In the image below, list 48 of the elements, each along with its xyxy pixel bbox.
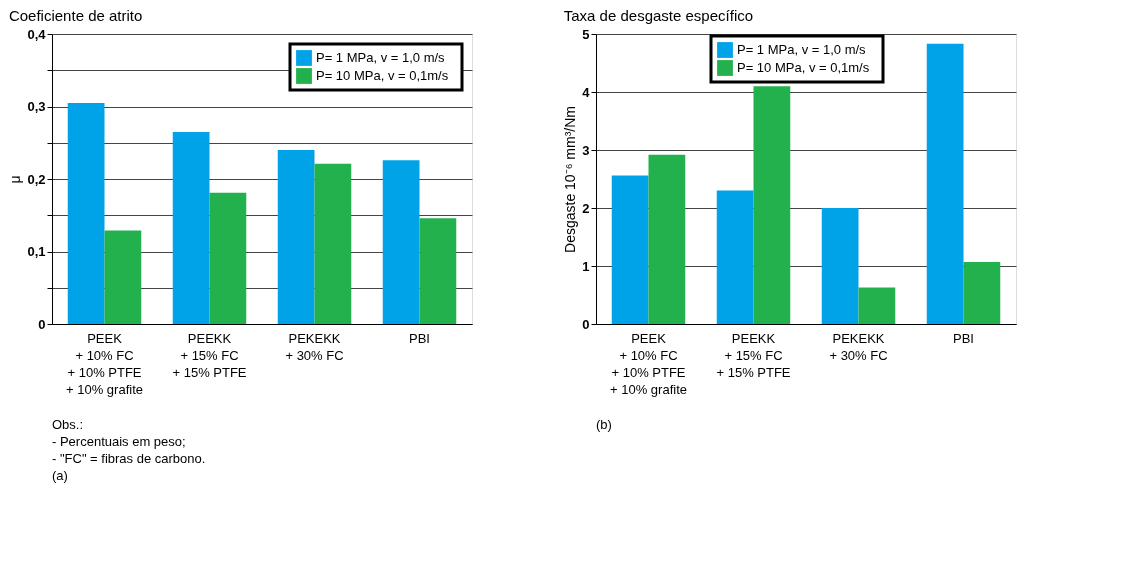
bar xyxy=(858,287,896,324)
y-tick-label: 0 xyxy=(38,316,46,332)
text: - Percentuais em peso; xyxy=(52,434,186,449)
y-tick-label: 0,1 xyxy=(27,244,46,259)
legend-label: P= 10 MPa, v = 0,1m/s xyxy=(737,60,870,75)
bar xyxy=(753,86,791,324)
y-tick-label: 5 xyxy=(582,26,590,42)
y-tick-label: 0,3 xyxy=(27,99,46,114)
bar xyxy=(172,131,210,324)
bar xyxy=(611,175,649,324)
bar xyxy=(648,154,686,324)
y-tick-label: 0,4 xyxy=(27,26,47,42)
x-tick-label: PEEK + 10% FC + 10% PTFE + 10% grafite xyxy=(66,330,143,397)
x-tick-label: PEEKK + 15% FC + 15% PTFE xyxy=(172,330,247,380)
chart-title: Coeficiente de atrito xyxy=(8,7,143,24)
y-axis-title: Desgaste 10⁻⁶ mm³/Nm xyxy=(562,106,579,253)
text: Obs.: xyxy=(52,417,84,432)
x-tick-label: PEKEKK + 30% FC xyxy=(285,330,344,363)
x-tick-label: PEEKK + 15% FC + 15% PTFE xyxy=(716,330,791,380)
y-tick-label: 4 xyxy=(582,84,591,100)
bar xyxy=(382,160,420,324)
bar xyxy=(926,43,964,324)
text: - "FC" = fibras de carbono. xyxy=(52,451,206,466)
bar xyxy=(716,190,754,324)
x-tick-label: PBI xyxy=(953,330,974,346)
legend-label: P= 1 MPa, v = 1,0 m/s xyxy=(316,50,446,65)
legend-label: P= 1 MPa, v = 1,0 m/s xyxy=(737,42,867,57)
y-tick-label: 1 xyxy=(582,258,590,274)
legend-label: P= 10 MPa, v = 0,1m/s xyxy=(316,68,449,83)
text: (a) xyxy=(52,468,68,483)
y-tick-label: 0 xyxy=(582,316,590,332)
bar xyxy=(821,208,859,324)
y-axis-title: μ xyxy=(7,175,24,184)
x-tick-label: PBI xyxy=(409,330,430,346)
y-tick-label: 3 xyxy=(582,142,590,158)
bar xyxy=(67,102,105,324)
bar xyxy=(314,163,352,324)
bar xyxy=(277,150,315,324)
x-tick-label: PEKEKK + 30% FC xyxy=(829,330,888,363)
chart-title: Taxa de desgaste específico xyxy=(563,7,754,24)
bar xyxy=(209,192,247,324)
text: (b) xyxy=(596,417,612,432)
y-tick-label: 2 xyxy=(582,200,590,216)
bar xyxy=(963,261,1001,324)
x-tick-label: PEEK + 10% FC + 10% PTFE + 10% grafite xyxy=(610,330,687,397)
y-tick-label: 0,2 xyxy=(27,171,46,187)
bar xyxy=(104,230,142,324)
bar xyxy=(419,218,457,324)
